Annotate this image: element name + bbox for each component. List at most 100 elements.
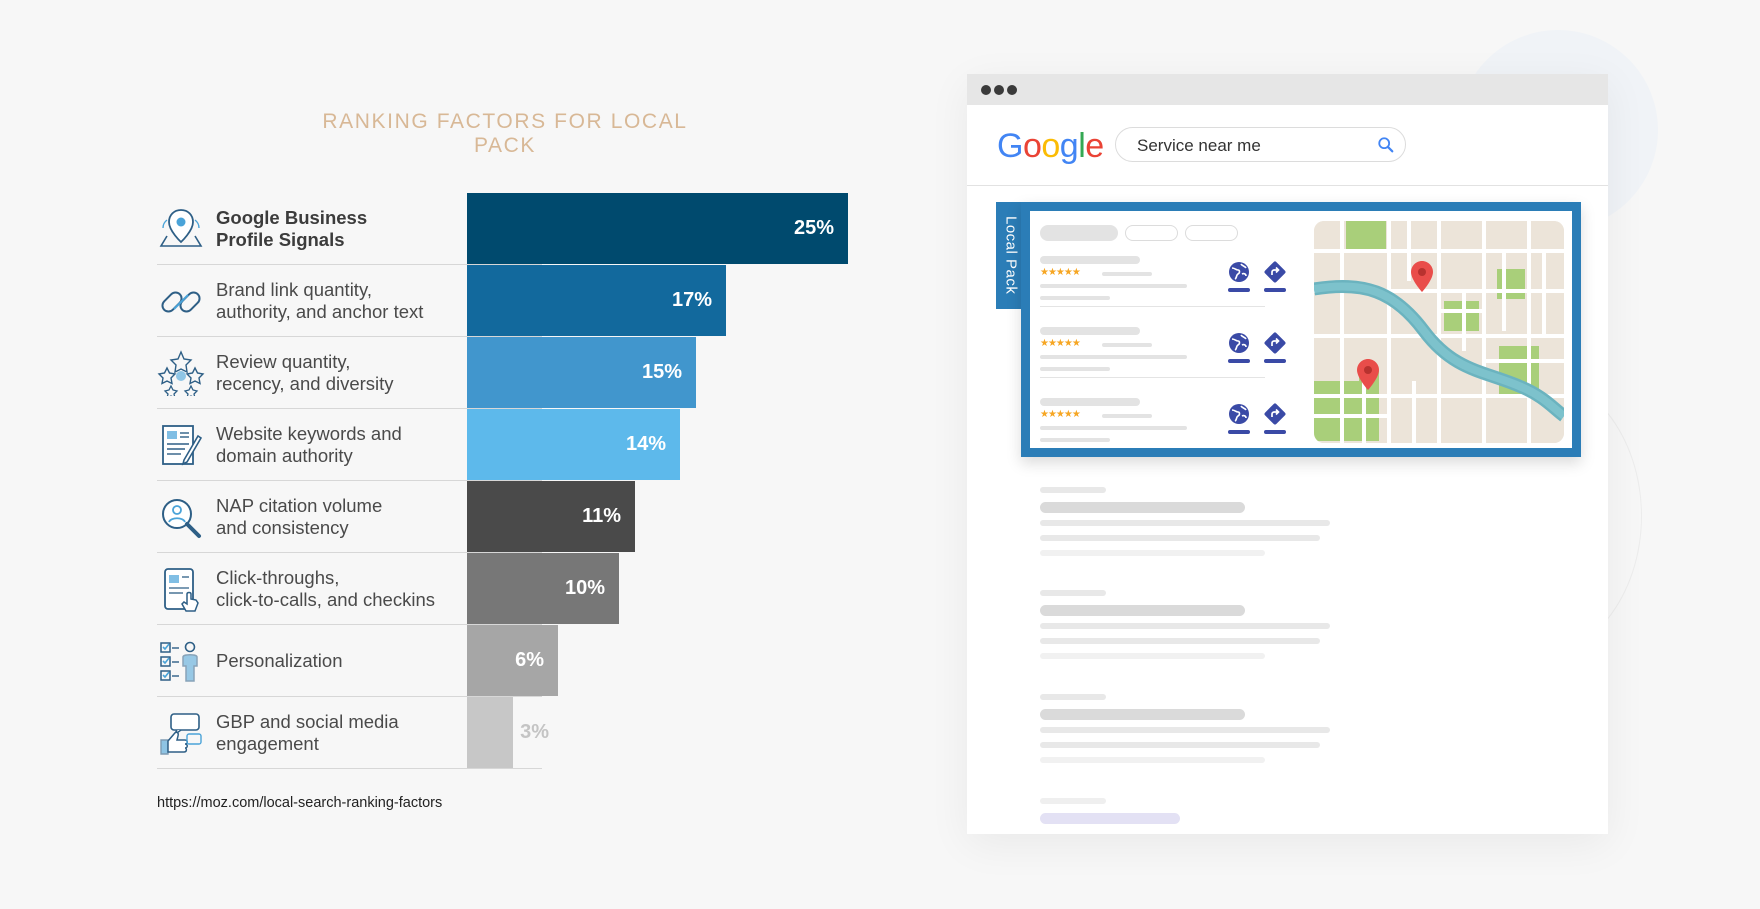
category-label-line: click-to-calls, and checkins — [216, 588, 435, 610]
icon-underline — [1228, 430, 1250, 434]
result-skeleton — [1040, 757, 1265, 763]
result-address-skeleton — [1040, 284, 1187, 288]
category-label-line: authority, and anchor text — [216, 300, 424, 322]
category-label: GBP and social media engagement — [216, 697, 476, 768]
filter-pill[interactable] — [1185, 225, 1238, 241]
chart-row: Personalization 6% — [157, 625, 558, 697]
bar-value-label: 25% — [793, 217, 834, 239]
search-query: Service near me — [1137, 136, 1261, 155]
document-edit-icon — [157, 422, 205, 468]
category-label: Brand link quantity, authority, and ancho… — [216, 265, 476, 336]
directions-icon[interactable] — [1263, 402, 1287, 426]
chart-row: NAP citation volume and consistency 11% — [157, 481, 635, 553]
search-icon[interactable] — [1377, 136, 1395, 154]
result-skeleton — [1040, 535, 1320, 541]
chart-row: Click-throughs, click-to-calls, and check… — [157, 553, 619, 625]
icon-underline — [1264, 430, 1286, 434]
local-pack-content: ★★★★★ ★★★★★ ★★★★★ — [1030, 211, 1572, 448]
result-address-skeleton — [1040, 355, 1187, 359]
category-label-line: domain authority — [216, 444, 353, 466]
category-label: NAP citation volume and consistency — [216, 481, 476, 552]
category-label: Google Business Profile Signals — [216, 193, 476, 264]
google-logo: Google — [997, 127, 1104, 166]
bar: 25% — [467, 193, 848, 264]
bar-value-label: 17% — [671, 289, 712, 311]
bar-chart: Google Business Profile Signals 25% Brand l… — [157, 193, 848, 769]
bar-value-label: 14% — [625, 433, 666, 455]
bar: 6% — [467, 625, 558, 696]
thumbs-up-chat-icon — [157, 710, 205, 756]
chart-row: Review quantity, recency, and diversity 15… — [157, 337, 696, 409]
result-skeleton — [1040, 605, 1245, 616]
directions-icon[interactable] — [1263, 260, 1287, 284]
local-pack: ★★★★★ ★★★★★ ★★★★★ — [1021, 202, 1581, 457]
result-title-skeleton — [1040, 256, 1140, 264]
category-label-line: Review quantity, — [216, 350, 351, 372]
bar-value-label: 3% — [520, 721, 549, 743]
result-meta-skeleton — [1102, 343, 1152, 347]
bar: 10% — [467, 553, 619, 624]
map-graphic — [1314, 221, 1564, 443]
category-label: Click-throughs, click-to-calls, and check… — [216, 553, 476, 624]
result-skeleton — [1040, 709, 1245, 720]
directions-icon[interactable] — [1263, 331, 1287, 355]
category-label-line: Google Business — [216, 206, 368, 228]
google-logo-letter: g — [1059, 127, 1079, 165]
result-hours-skeleton — [1040, 438, 1110, 442]
category-label: Website keywords and domain authority — [216, 409, 476, 480]
location-pin-map-icon — [157, 206, 205, 252]
chart-row: Website keywords and domain authority 14% — [157, 409, 680, 481]
result-meta-skeleton — [1102, 272, 1152, 276]
result-skeleton — [1040, 550, 1265, 556]
window-dot-icon — [981, 85, 991, 95]
website-globe-icon[interactable] — [1227, 402, 1251, 426]
local-pack-label: Local Pack — [1002, 216, 1020, 295]
website-globe-icon[interactable] — [1227, 260, 1251, 284]
bar-value-label: 15% — [641, 361, 682, 383]
bar-value-label: 11% — [582, 505, 621, 527]
chain-link-icon — [157, 278, 205, 324]
category-label-line: GBP and social media — [216, 710, 399, 732]
icon-underline — [1264, 288, 1286, 292]
search-input[interactable]: Service near me — [1115, 127, 1406, 162]
category-label-line: Profile Signals — [216, 228, 345, 250]
google-logo-letter: G — [997, 127, 1023, 165]
magnifier-person-icon — [157, 494, 205, 540]
category-label: Personalization — [216, 625, 476, 696]
bar-value-label: 10% — [564, 577, 605, 599]
result-divider — [1040, 306, 1265, 307]
result-skeleton — [1040, 502, 1245, 513]
map-view[interactable] — [1314, 221, 1564, 443]
website-globe-icon[interactable] — [1227, 331, 1251, 355]
result-skeleton — [1040, 590, 1106, 596]
google-logo-letter: o — [1041, 127, 1060, 165]
icon-underline — [1264, 359, 1286, 363]
window-dot-icon — [994, 85, 1004, 95]
bar: 14% — [467, 409, 680, 480]
result-hours-skeleton — [1040, 367, 1110, 371]
filter-pill[interactable] — [1125, 225, 1178, 241]
category-label-line: Brand link quantity, — [216, 278, 372, 300]
chart-row: Google Business Profile Signals 25% — [157, 193, 848, 265]
map-pin-icon[interactable] — [1357, 359, 1379, 390]
result-skeleton — [1040, 813, 1180, 824]
result-title-skeleton — [1040, 398, 1140, 406]
search-header: Google Service near me — [967, 105, 1608, 186]
source-link[interactable]: https://moz.com/local-search-ranking-fac… — [157, 795, 443, 811]
bar-value-label: 6% — [515, 649, 544, 671]
category-label-line: Website keywords and — [216, 422, 402, 444]
map-pin-icon[interactable] — [1411, 261, 1433, 292]
result-skeleton — [1040, 623, 1330, 629]
result-title-skeleton — [1040, 327, 1140, 335]
filter-pill[interactable] — [1040, 225, 1118, 241]
icon-underline — [1228, 359, 1250, 363]
browser-titlebar — [967, 74, 1608, 105]
icon-underline — [1228, 288, 1250, 292]
bar: 15% — [467, 337, 696, 408]
result-address-skeleton — [1040, 426, 1187, 430]
category-label-line: NAP citation volume — [216, 494, 383, 516]
chart-row: GBP and social media engagement 3% — [157, 697, 549, 769]
chart-title: RANKING FACTORS FOR LOCAL PACK — [322, 110, 688, 157]
result-divider — [1040, 377, 1265, 378]
chart-row: Brand link quantity, authority, and ancho… — [157, 265, 726, 337]
